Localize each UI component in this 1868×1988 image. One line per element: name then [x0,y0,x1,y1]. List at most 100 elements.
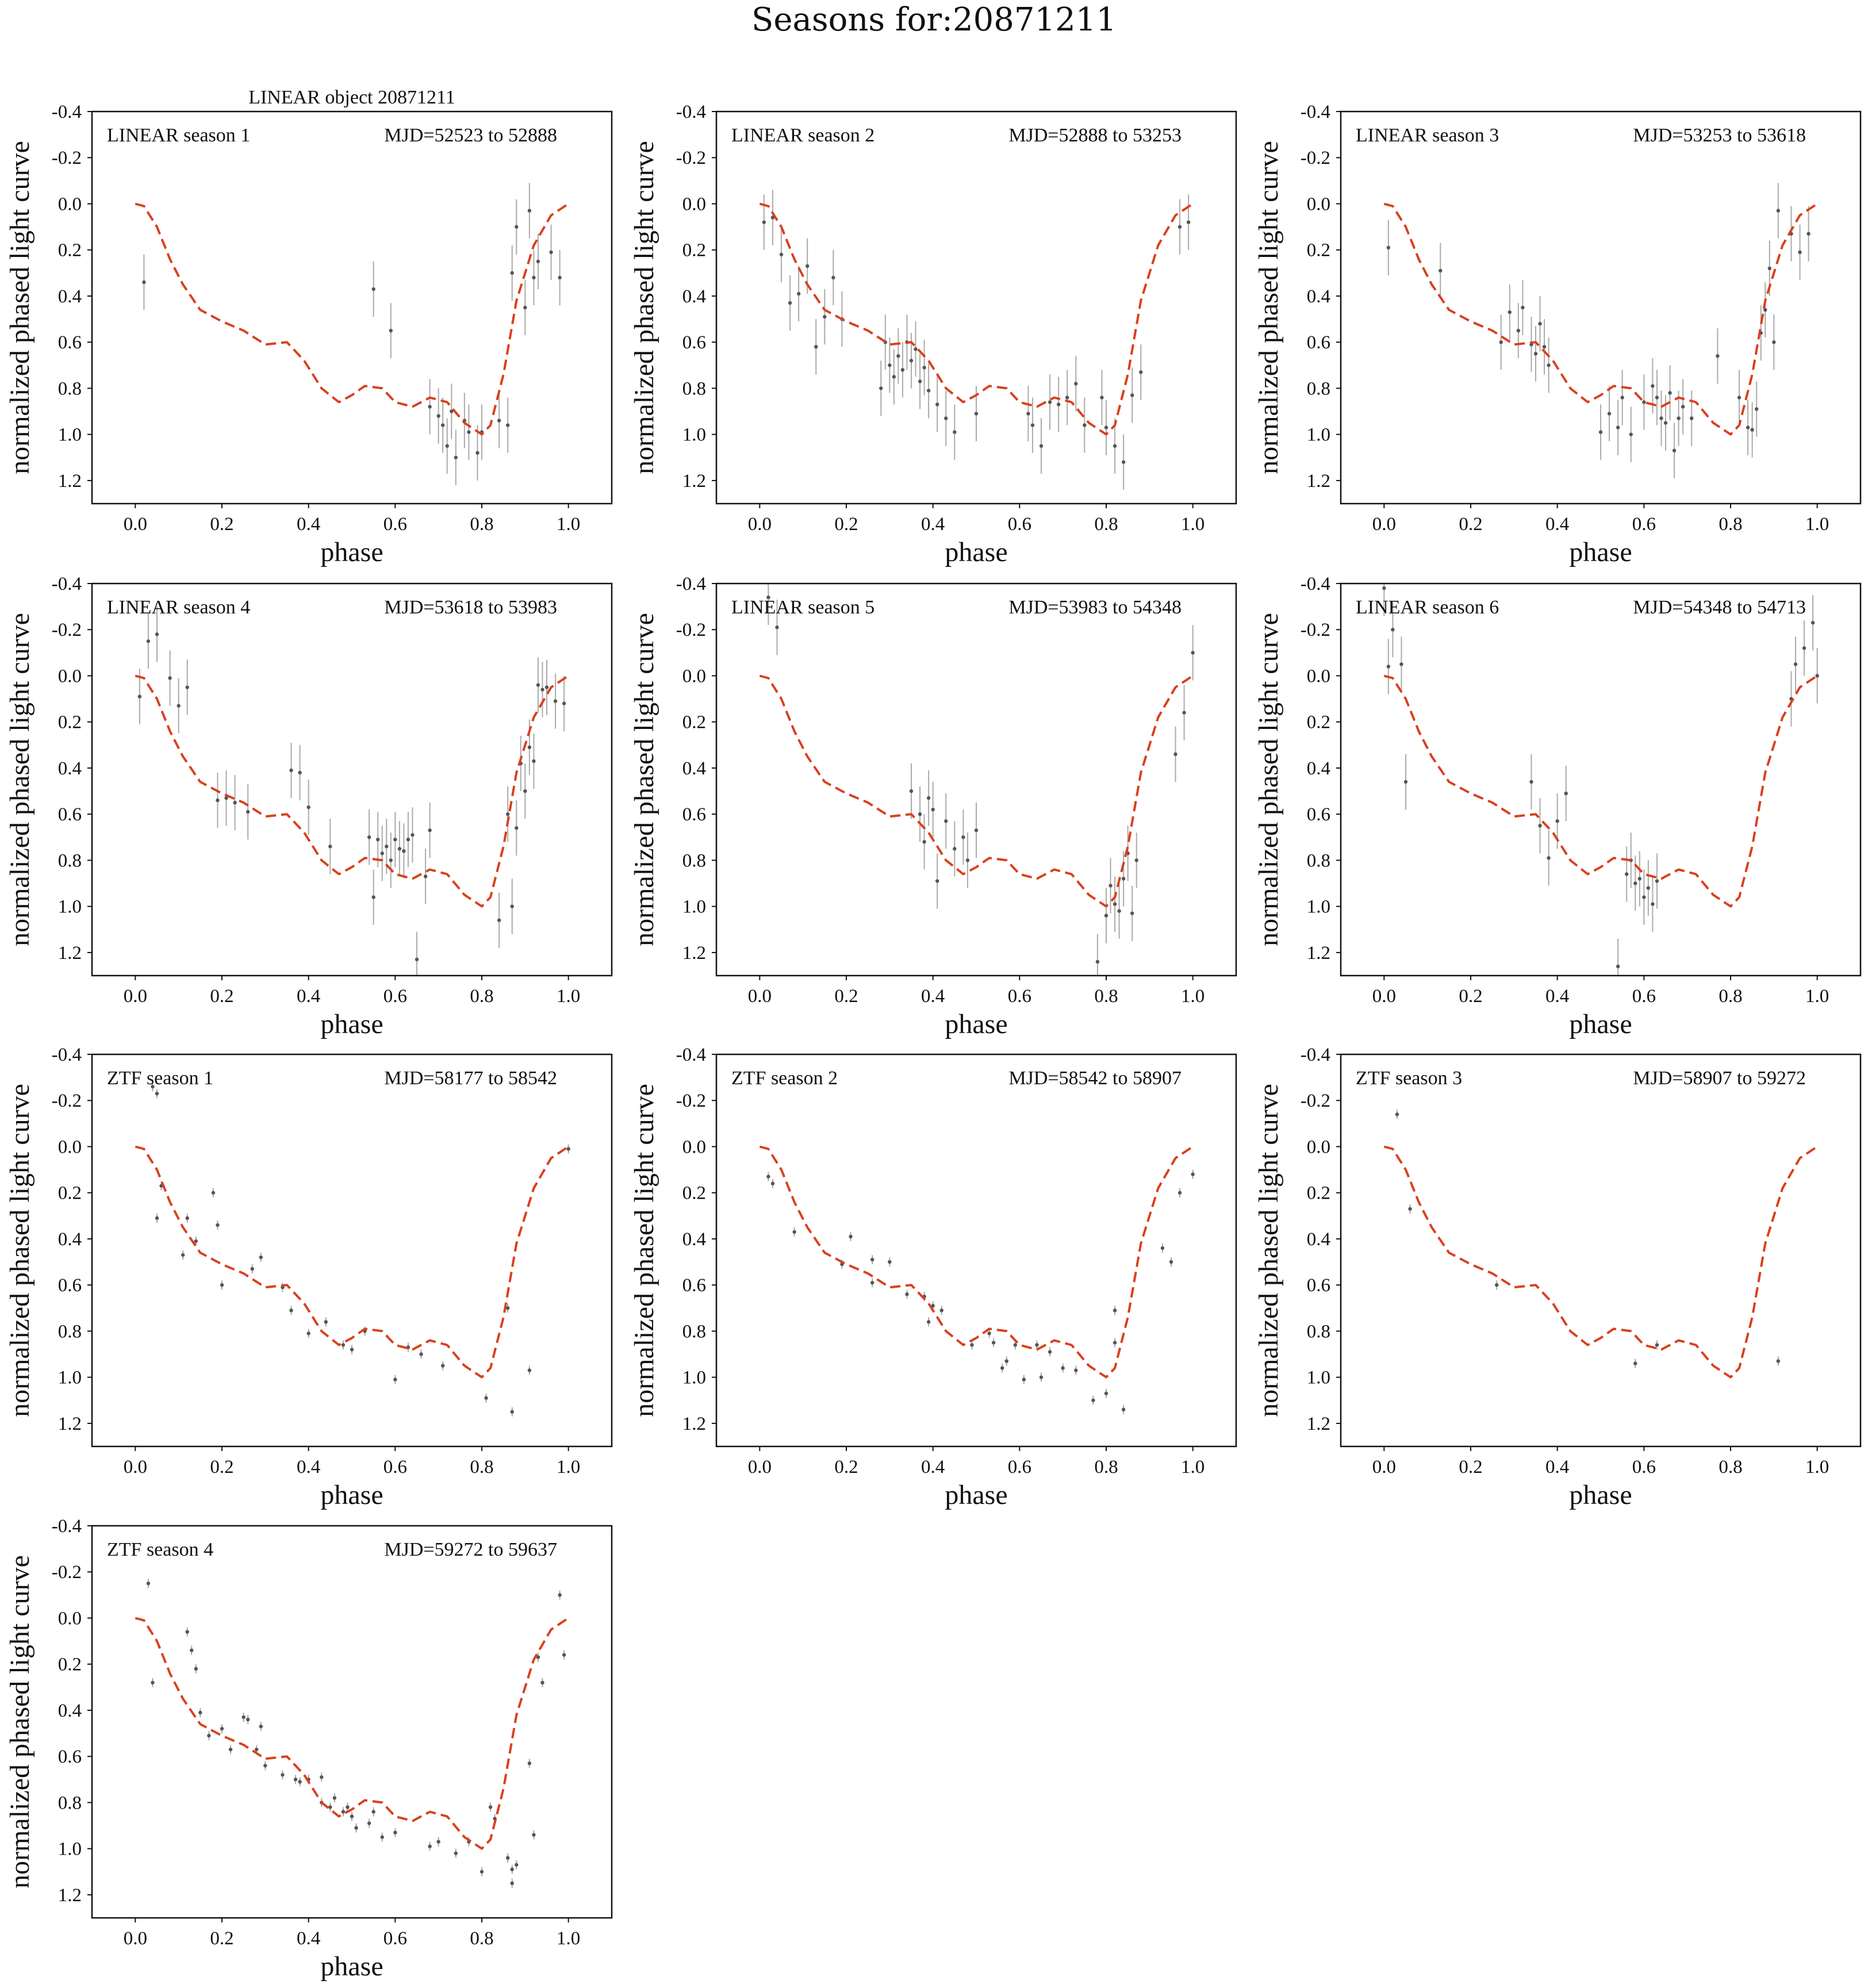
panel-10: 0.0 0.2 0.4 0.6 0.8 1.0 -0.4 -0.2 0.0 0.2 0.4 0.6 0.… [5,1516,613,1982]
data-point [428,1844,432,1848]
data-point [1186,220,1191,224]
data-point [1104,1391,1108,1395]
data-point [1074,382,1078,386]
data-point [415,957,419,962]
data-point [1113,444,1117,448]
data-point [1642,400,1646,404]
data-point [1625,872,1629,876]
data-point [1382,586,1386,590]
y-tick-label: 1.2 [58,1885,82,1906]
y-tick-label: 0.0 [58,1608,82,1629]
data-point [328,845,332,849]
data-point [289,768,293,773]
data-point [380,851,384,855]
data-point [1616,964,1620,969]
x-tick-label: 1.0 [557,1928,580,1949]
data-point [540,1680,544,1684]
data-point [367,1821,371,1825]
data-point [1521,305,1525,310]
data-point [944,819,948,823]
y-tick-label: -0.4 [52,574,82,594]
data-point [562,1653,566,1657]
data-point [255,1747,259,1752]
y-tick-label: 0.2 [682,712,706,733]
data-point [1633,1361,1637,1365]
data-point [1030,423,1035,427]
data-point [510,1410,514,1414]
data-point [281,1773,285,1777]
data-point [393,838,397,842]
x-tick-label: 0.4 [297,1928,320,1949]
axes-frame [715,582,1237,977]
x-tick-label: 0.0 [124,1457,147,1477]
x-axis-label: phase [945,1480,1007,1510]
data-point [506,812,510,816]
x-tick-label: 0.0 [124,1928,147,1949]
data-point [515,1863,519,1867]
mjd-range-label: MJD=53618 to 53983 [384,597,557,618]
season-label: ZTF season 1 [107,1068,213,1089]
data-point [1386,665,1391,669]
x-tick-label: 0.4 [297,986,320,1007]
data-point [484,1396,488,1400]
data-point [805,264,810,268]
data-point [527,1761,532,1766]
data-point [527,209,532,213]
y-tick-label: 0.4 [682,286,706,307]
season-label: ZTF season 3 [1356,1068,1462,1089]
data-point [1555,819,1559,823]
data-point [298,1780,302,1784]
plot-area [759,584,1195,976]
y-tick-label: -0.2 [52,1562,82,1583]
data-point [185,1216,189,1221]
data-point [436,1840,440,1844]
data-point [1048,1350,1052,1354]
data-point [423,874,428,878]
data-point [480,1870,484,1874]
data-point [1121,1407,1126,1412]
y-tick-label: 1.2 [682,943,706,964]
data-point [536,683,540,687]
mjd-range-label: MJD=59272 to 59637 [384,1539,557,1560]
data-point [523,305,527,310]
data-point [510,904,514,908]
data-point [1134,858,1138,862]
data-point [823,314,827,319]
data-point [766,595,770,600]
data-point [1542,345,1547,349]
y-tick-label: 0.4 [682,1229,706,1250]
panel-6: 0.0 0.2 0.4 0.6 0.8 1.0 -0.4 -0.2 0.0 0.2 0.4 0.6 0.… [1253,574,1862,1039]
data-point [1056,402,1061,406]
y-tick-label: 1.0 [58,1368,82,1388]
data-point [194,1239,198,1244]
x-tick-label: 0.2 [210,1928,233,1949]
y-tick-label: 0.8 [682,378,706,399]
data-point [371,287,375,291]
season-label: LINEAR season 6 [1356,597,1499,618]
y-tick-label: -0.2 [676,620,706,640]
data-point [1113,1308,1117,1312]
data-point [1191,651,1195,655]
x-tick-label: 0.2 [210,514,233,535]
y-tick-label: 0.8 [1307,378,1330,399]
x-tick-label: 0.4 [921,514,945,535]
data-point [510,1867,514,1871]
data-point [1091,1398,1095,1402]
data-point [1737,396,1742,400]
data-point [194,1667,198,1671]
data-point [441,1364,445,1368]
data-point [332,1796,337,1800]
x-tick-label: 0.8 [470,514,493,535]
x-tick-label: 0.8 [1094,514,1118,535]
data-point [1811,621,1815,625]
model-curve [759,674,1194,908]
data-point [909,359,914,363]
data-point [796,291,801,296]
x-tick-label: 1.0 [1181,1457,1205,1477]
data-point [441,423,445,427]
y-tick-label: 0.4 [682,758,706,779]
data-point [350,1348,354,1352]
data-point [970,1343,974,1347]
data-point [1538,321,1542,326]
model-curve [135,1145,569,1379]
